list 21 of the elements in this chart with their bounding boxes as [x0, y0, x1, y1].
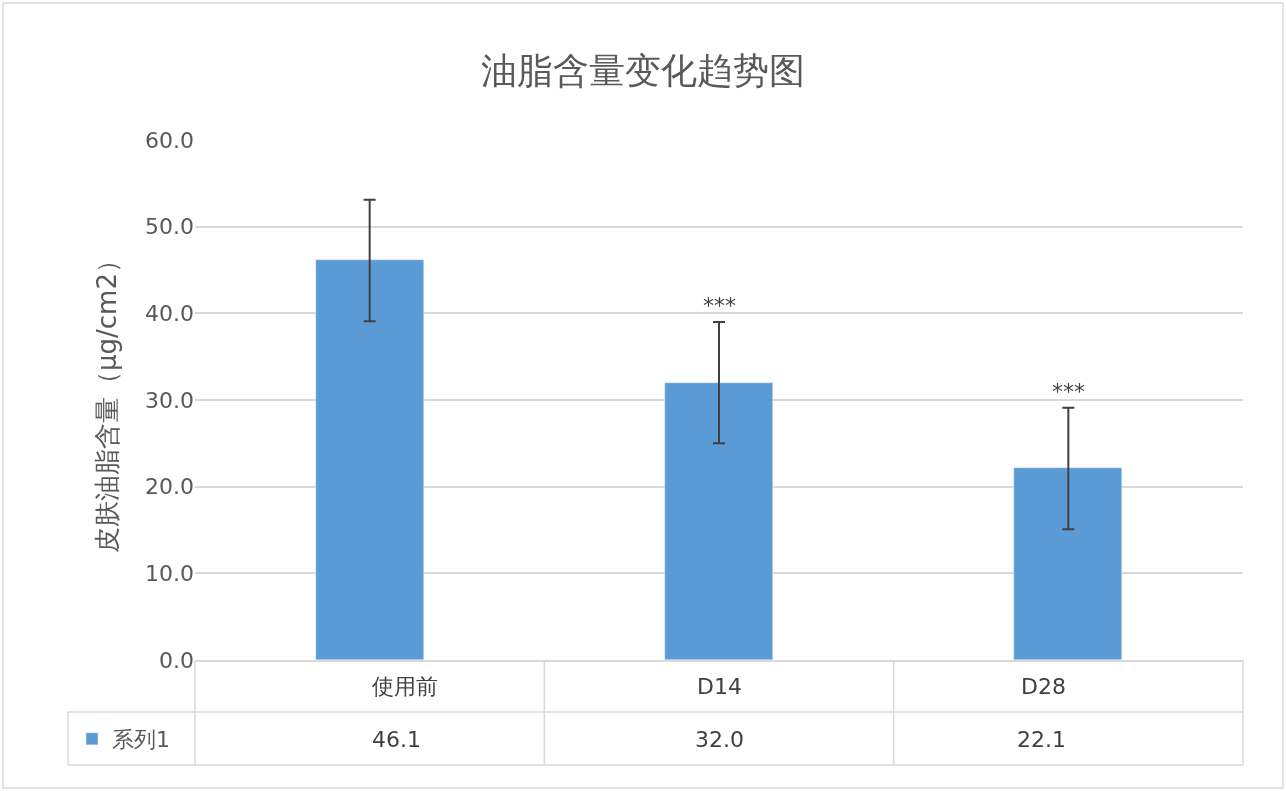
bar [1013, 467, 1122, 660]
bar [315, 259, 424, 660]
y-tick-label: 40.0 [145, 301, 194, 327]
data-label: 22.1 [1017, 727, 1066, 752]
x-tick-label: D28 [1021, 674, 1066, 699]
chart-title: 油脂含量变化趋势图 [481, 49, 805, 91]
y-tick-label: 0.0 [159, 647, 194, 673]
data-label: 46.1 [372, 727, 421, 752]
y-tick-label: 30.0 [145, 387, 194, 413]
y-tick-label: 60.0 [145, 127, 194, 153]
annotation: *** [1052, 379, 1085, 404]
y-tick-label: 10.0 [145, 561, 194, 587]
annotation: *** [703, 293, 736, 318]
legend-label: 系列1 [112, 727, 170, 753]
y-axis-title: 皮肤油脂含量（μg/cm2） [92, 247, 123, 553]
bar [664, 382, 773, 660]
y-tick-label: 20.0 [145, 474, 194, 500]
x-tick-label: 使用前 [372, 674, 438, 699]
x-tick-label: D14 [697, 674, 742, 699]
data-label: 32.0 [695, 727, 744, 752]
y-tick-label: 50.0 [145, 214, 194, 240]
